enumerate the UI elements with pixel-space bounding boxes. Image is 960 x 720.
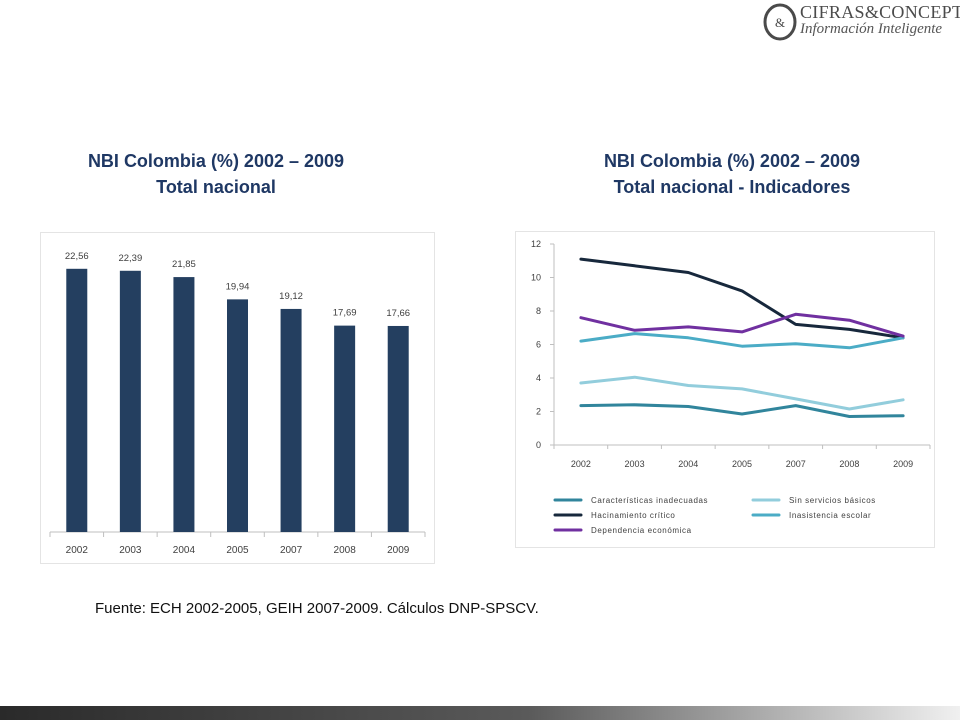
logo-name: CIFRAS&CONCEPTOS — [800, 2, 960, 22]
bar-x-tick-label: 2008 — [334, 545, 357, 556]
bar-x-tick-label: 2002 — [66, 545, 89, 556]
bar-chart: 22,56 2002 22,39 2003 21,85 2004 19,94 2005 19,1… — [40, 232, 435, 564]
line-chart-title: NBI Colombia (%) 2002 – 2009 Total nacio… — [532, 148, 932, 200]
line-series-0 — [579, 403, 905, 418]
line-x-tick-label: 2002 — [571, 459, 591, 469]
bar-2007 — [280, 308, 302, 532]
line-y-tick-label: 10 — [531, 273, 541, 283]
bar-value-label: 17,69 — [333, 308, 357, 319]
company-logo: & CIFRAS&CONCEPTOS Información Inteligen… — [760, 0, 960, 44]
line-x-tick-label: 2005 — [732, 459, 752, 469]
line-x-tick-label: 2009 — [893, 459, 913, 469]
line-chart-title-line2: Total nacional - Indicadores — [613, 177, 851, 197]
bar-chart-title-line1: NBI Colombia (%) 2002 – 2009 — [87, 151, 345, 171]
bar-2008 — [334, 325, 356, 532]
line-y-tick-label: 0 — [536, 440, 541, 450]
bar-x-tick-label: 2005 — [226, 545, 249, 556]
legend-label: Sin servicios básicos — [789, 496, 876, 505]
legend-label: Dependencia económica — [591, 526, 692, 535]
bar-chart-title: NBI Colombia (%) 2002 – 2009 Total nacio… — [16, 148, 416, 200]
bar-value-label: 17,66 — [386, 308, 410, 319]
line-x-tick-label: 2008 — [839, 459, 859, 469]
bar-chart-svg: 22,56 2002 22,39 2003 21,85 2004 19,94 2005 19,1… — [40, 232, 435, 564]
line-y-tick-label: 4 — [536, 373, 541, 383]
bar-x-tick-label: 2007 — [280, 545, 303, 556]
bar-value-label: 22,39 — [118, 253, 142, 264]
line-y-tick-label: 2 — [536, 407, 541, 417]
bar-2002 — [66, 268, 88, 532]
line-series-4 — [579, 312, 905, 338]
legend-label: Características inadecuadas — [591, 496, 708, 505]
bar-value-label: 22,56 — [65, 251, 89, 262]
bar-value-label: 19,94 — [226, 281, 250, 292]
source-note: Fuente: ECH 2002-2005, GEIH 2007-2009. C… — [95, 600, 539, 617]
bar-2005 — [227, 299, 248, 532]
legend-label: Hacinamiento crítico — [591, 511, 675, 520]
legend-label: Inasistencia escolar — [789, 511, 871, 520]
line-series-2 — [579, 257, 905, 340]
bar-2003 — [119, 270, 141, 532]
line-chart-svg: 0 2 4 6 8 10 12 2002 2003 2004 2005 2007 2008 2009 Car… — [515, 231, 935, 548]
bar-2009 — [387, 325, 409, 532]
line-chart-title-line1: NBI Colombia (%) 2002 – 2009 — [603, 151, 861, 171]
line-y-tick-label: 12 — [531, 239, 541, 249]
logo-mark-text: & — [775, 15, 785, 30]
logo-mark-icon: & — [763, 3, 797, 41]
bar-x-tick-label: 2004 — [173, 545, 196, 556]
line-series-1 — [579, 375, 905, 411]
bar-x-tick-label: 2009 — [387, 545, 410, 556]
bar-value-label: 19,12 — [279, 291, 303, 302]
line-y-tick-label: 8 — [536, 306, 541, 316]
bar-value-label: 21,85 — [172, 259, 196, 270]
line-y-tick-label: 6 — [536, 340, 541, 350]
line-series-3 — [579, 332, 905, 350]
logo-tagline: Información Inteligente — [800, 21, 943, 37]
bar-chart-title-line2: Total nacional — [156, 177, 276, 197]
line-chart: 0 2 4 6 8 10 12 2002 2003 2004 2005 2007 2008 2009 Car… — [515, 231, 935, 548]
bar-x-tick-label: 2003 — [119, 545, 142, 556]
line-x-tick-label: 2007 — [786, 459, 806, 469]
bar-2004 — [173, 277, 195, 532]
line-x-tick-label: 2003 — [625, 459, 645, 469]
footer-bar — [0, 706, 960, 720]
line-x-tick-label: 2004 — [678, 459, 698, 469]
